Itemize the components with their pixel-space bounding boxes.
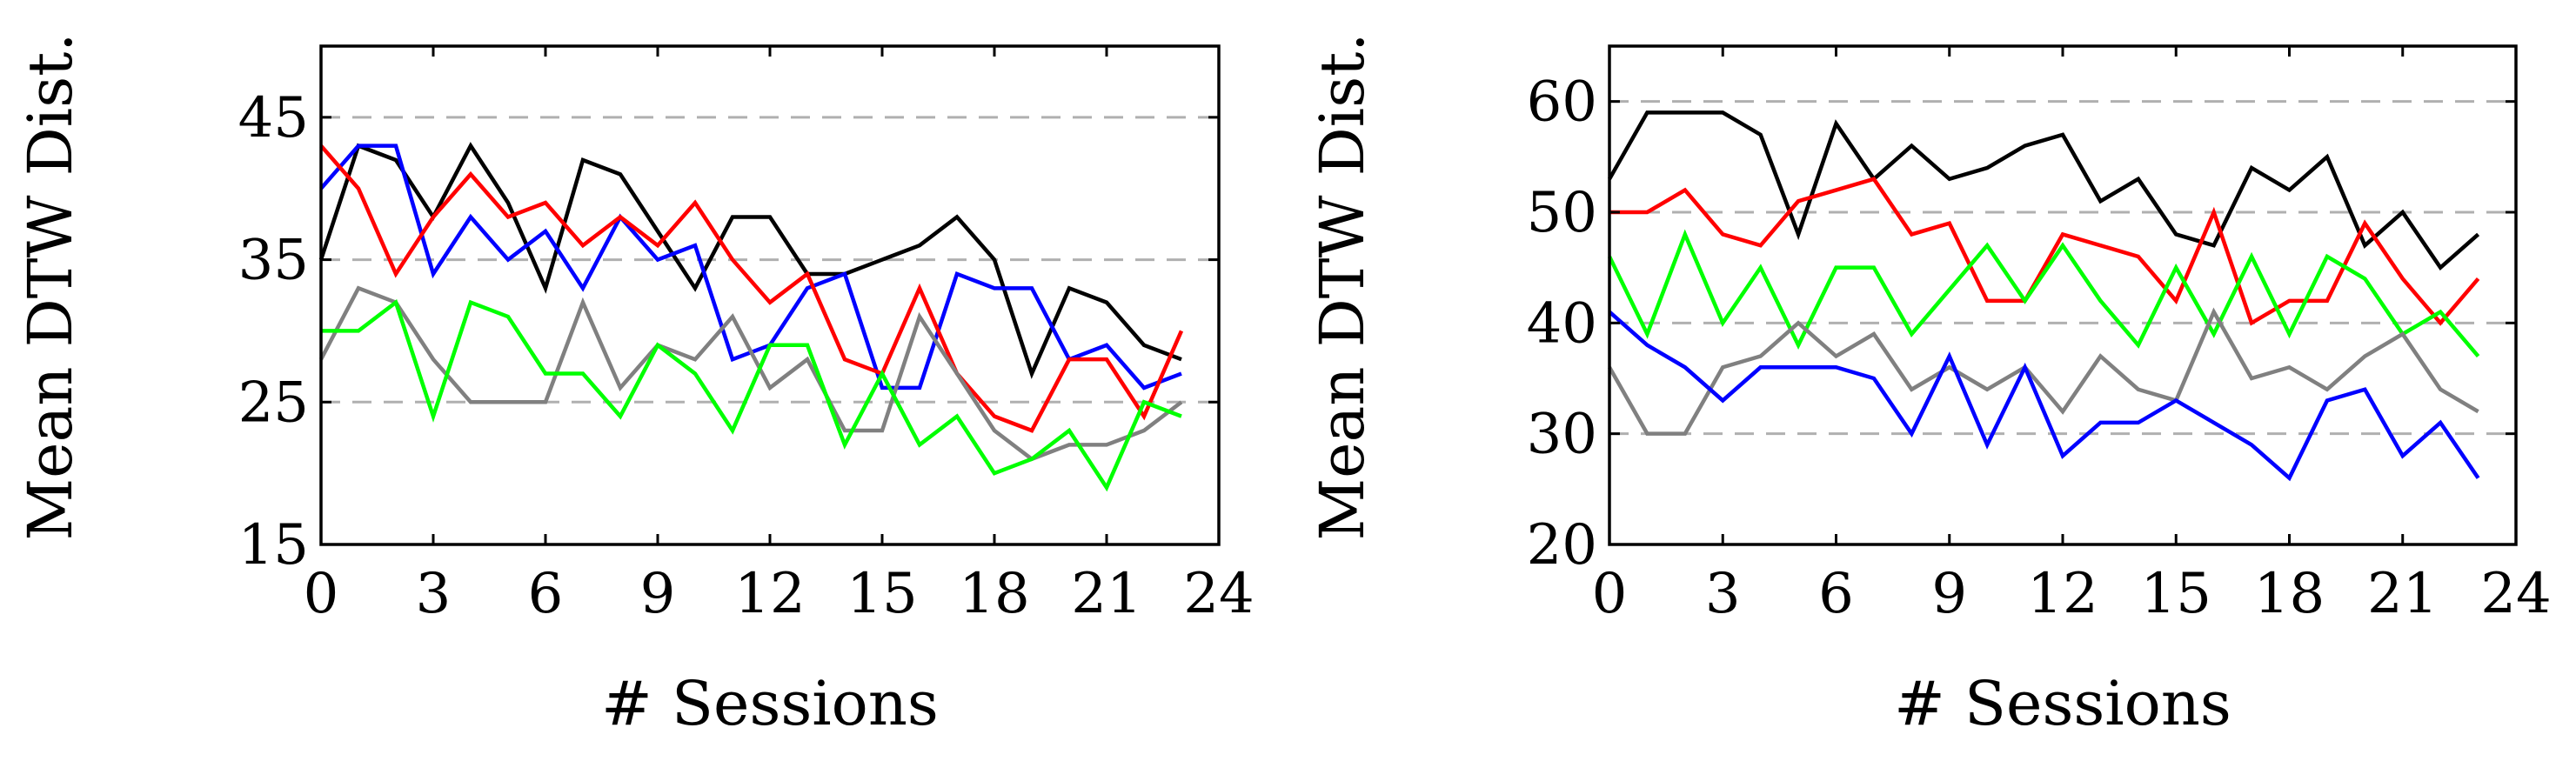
series-line-black <box>318 142 1182 379</box>
x-tick-label: 18 <box>2254 562 2325 626</box>
x-tick-label: 24 <box>2480 562 2551 626</box>
x-tick-label: 12 <box>2027 562 2098 626</box>
series-line-gray <box>319 285 1183 462</box>
x-tick-label: 15 <box>846 562 917 626</box>
x-axis-title: # Sessions <box>1894 668 2231 739</box>
x-tick-label: 3 <box>1705 562 1741 626</box>
x-tick-label: 15 <box>2141 562 2211 626</box>
x-tick-label: 21 <box>2367 562 2438 626</box>
y-axis-title: Mean DTW Dist. <box>15 33 86 541</box>
plot-frame <box>1608 44 2518 546</box>
x-tick-label: 3 <box>416 562 452 626</box>
series-line-green <box>1607 229 2480 357</box>
series-line-black <box>1608 110 2480 271</box>
x-tick-label: 21 <box>1071 562 1141 626</box>
y-tick-label: 35 <box>238 229 309 293</box>
x-tick-label: 6 <box>528 562 564 626</box>
right-chart: 0 3 6 9 12 15 18 21 24 20 30 40 50 60 # Sessions Mean D… <box>1307 33 2552 740</box>
series-line-red <box>1609 177 2480 326</box>
x-tick-label: 0 <box>1592 562 1628 626</box>
y-axis-title: Mean DTW Dist. <box>1307 33 1378 541</box>
x-tick-label: 12 <box>734 562 805 626</box>
y-tick-label: 30 <box>1527 403 1597 467</box>
x-tick-label: 0 <box>304 562 339 626</box>
left-chart: 0 3 6 9 12 15 18 21 24 15 25 35 45 # Sessions Mean DTW… <box>15 33 1255 740</box>
y-tick-label: 45 <box>238 86 309 150</box>
y-tick-label: 15 <box>238 513 309 578</box>
y-tick-label: 50 <box>1527 181 1597 245</box>
series-line-gray <box>1608 307 2479 436</box>
x-tick-label: 24 <box>1183 562 1254 626</box>
x-tick-label: 6 <box>1818 562 1854 626</box>
y-tick-label: 25 <box>238 371 309 435</box>
x-tick-label: 9 <box>640 562 676 626</box>
series-line-red <box>319 144 1184 433</box>
series-line-green <box>321 298 1182 492</box>
y-tick-label: 40 <box>1527 291 1597 356</box>
x-tick-label: 18 <box>959 562 1029 626</box>
y-tick-label: 60 <box>1527 70 1597 135</box>
x-tick-label: 9 <box>1931 562 1967 626</box>
series-line-blue <box>1608 310 2480 482</box>
x-axis-title: # Sessions <box>601 668 939 739</box>
y-tick-label: 20 <box>1527 513 1597 578</box>
